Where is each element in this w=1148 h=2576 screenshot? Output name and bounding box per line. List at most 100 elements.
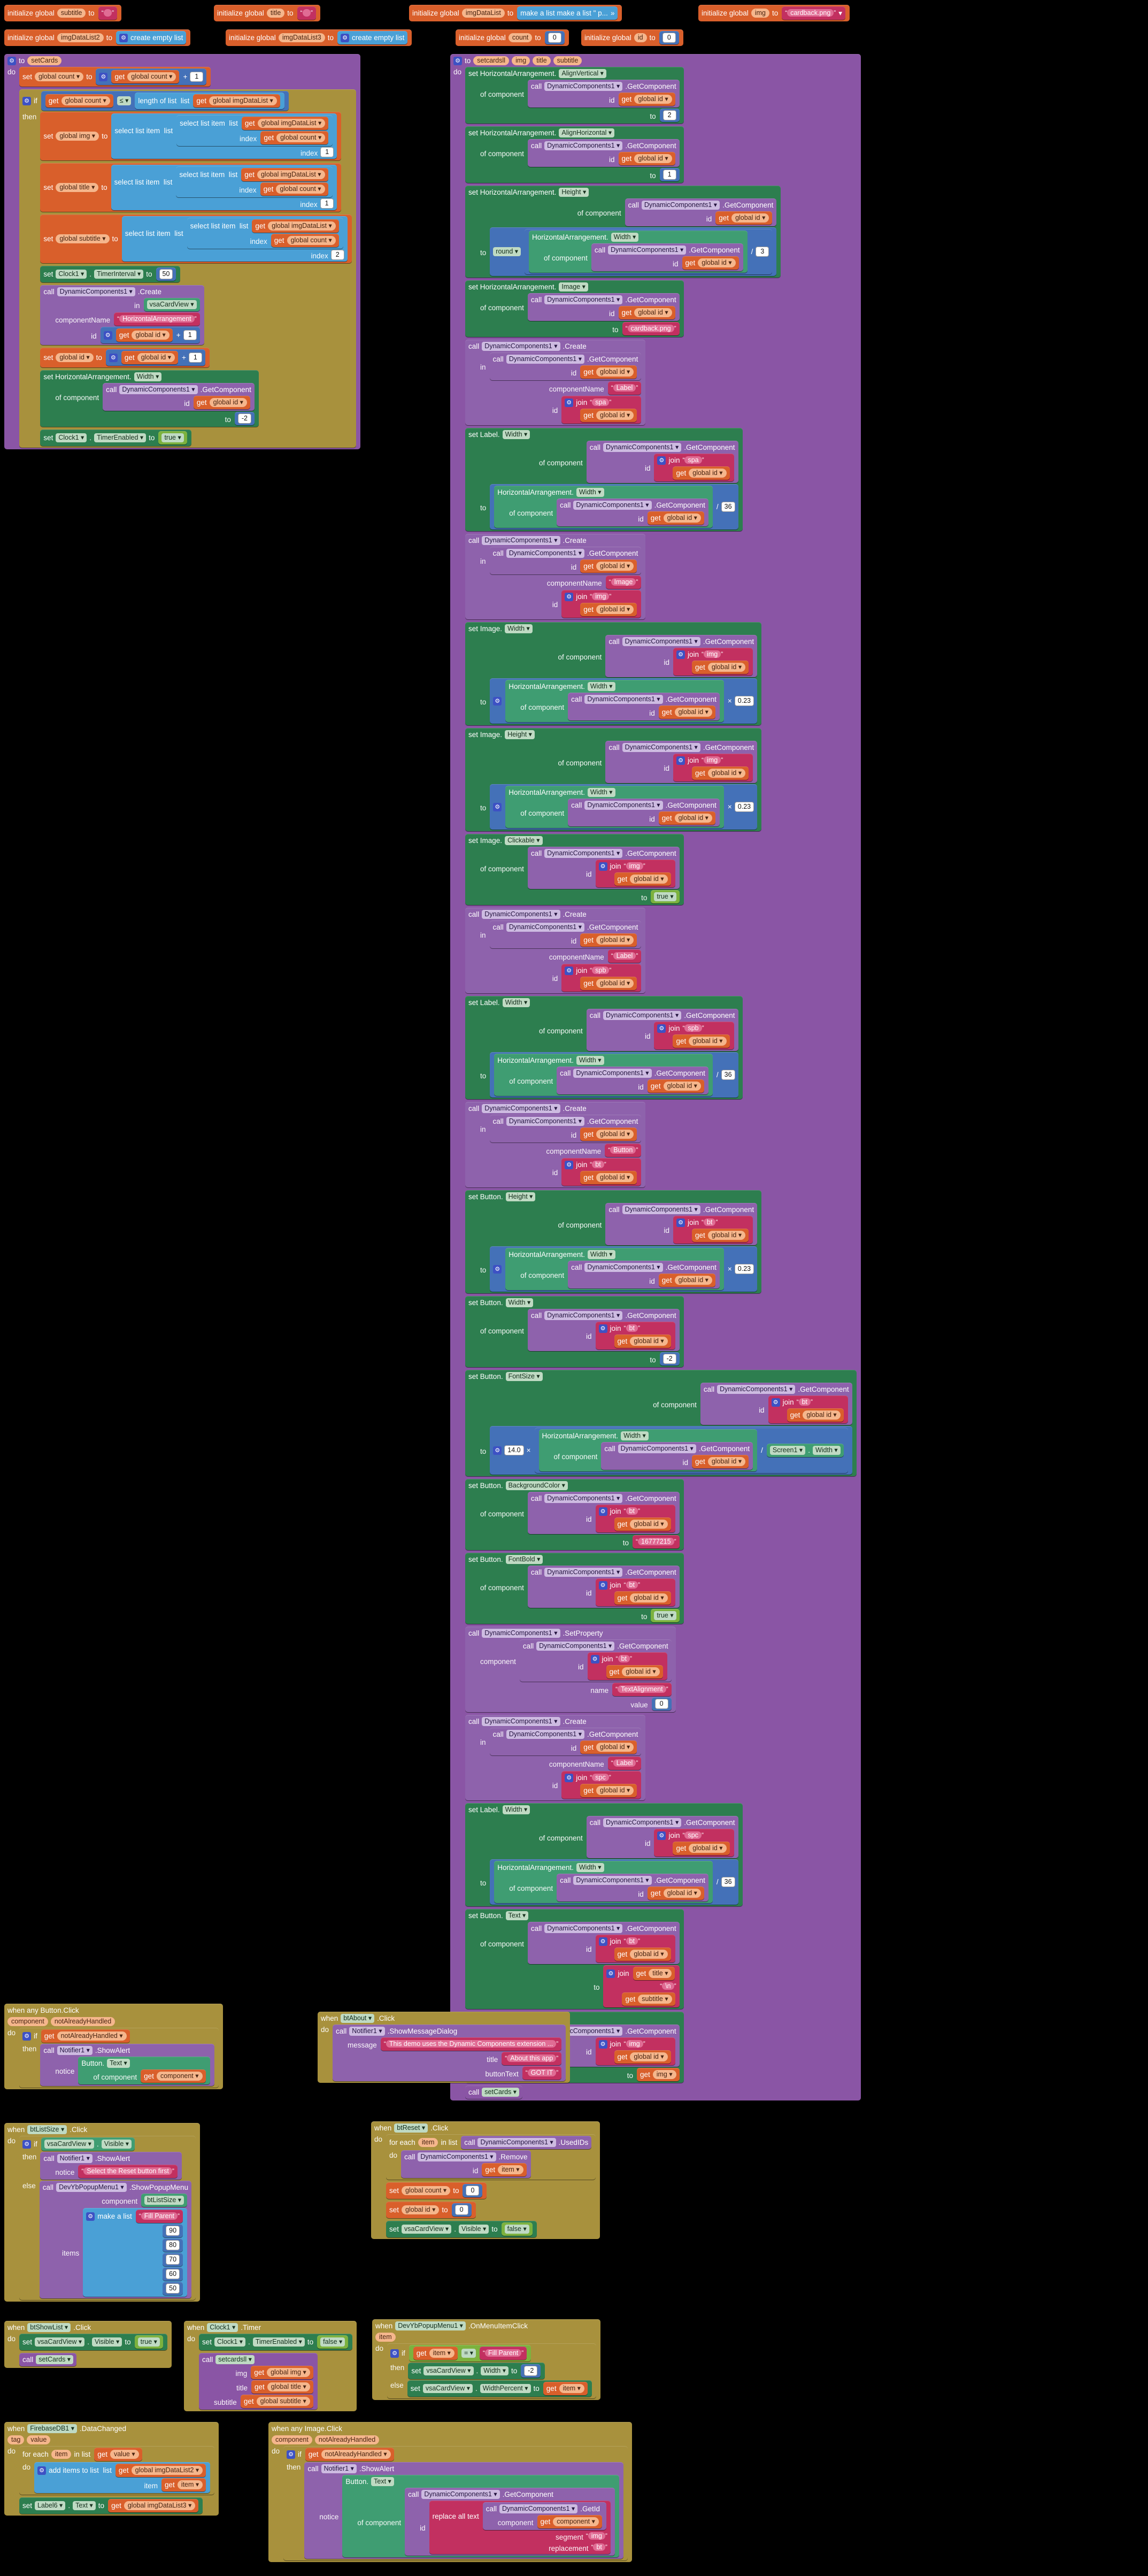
dropdown[interactable]: BackgroundColor ▾ <box>505 1481 568 1490</box>
block[interactable]: when btListSize ▾ .Click do ⚙ if vsaCardView ▾… <box>4 2123 201 2302</box>
block[interactable]: HorizontalArrangement. Width ▾ of componen… <box>505 786 724 828</box>
block[interactable]: get subtitle ▾ <box>622 1992 675 2006</box>
block[interactable]: get global id ▾ <box>580 409 637 422</box>
block[interactable]: “Fill Parent” <box>480 2347 527 2360</box>
dropdown[interactable]: TimerEnabled ▾ <box>94 433 147 442</box>
mutator-gear-icon[interactable]: ⚙ <box>676 756 685 765</box>
block[interactable]: ⚙ create empty list <box>116 31 187 44</box>
block[interactable]: when btReset ▾ .Click do for each item in list… <box>371 2121 600 2239</box>
block[interactable]: ⚙ add items to list list get global imgData… <box>34 2462 211 2493</box>
block[interactable]: set Image. Clickable ▾ of component call Dyn… <box>465 834 684 905</box>
block[interactable]: length of list list get global imgDataList… <box>135 93 284 109</box>
dropdown[interactable]: Width ▾ <box>505 624 533 633</box>
block[interactable]: ⚙ get global id ▾ +1 <box>105 349 205 366</box>
field-chip[interactable]: notAlreadyHandled ▾ <box>57 2031 127 2041</box>
mutator-gear-icon[interactable]: ⚙ <box>37 2466 47 2475</box>
block[interactable]: when Clock1 ▾ .Timer do set Clock1 ▾. TimerEna… <box>184 2321 357 2411</box>
field-chip[interactable]: item ▾ <box>429 2349 454 2358</box>
value-field[interactable]: 1 <box>662 170 676 180</box>
block[interactable]: HorizontalArrangement. Width ▾ of componen… <box>505 680 724 722</box>
component-dropdown[interactable]: DynamicComponents1 ▾ <box>482 536 560 545</box>
block[interactable]: call DynamicComponents1 ▾ .GetComponent id g… <box>489 1115 642 1143</box>
block[interactable]: set vsaCardView ▾. WidthPercent ▾ to get item… <box>407 2380 592 2397</box>
block[interactable]: call Notifier1 ▾ .ShowMessageDialog message… <box>333 2025 566 2081</box>
block[interactable]: set Button. Width ▾ of component call Dynami… <box>465 1296 684 1367</box>
string-field[interactable]: “bt” <box>796 1398 813 1406</box>
block[interactable]: HorizontalArrangement. Width ▾ of componen… <box>505 1248 724 1290</box>
block[interactable]: HorizontalArrangement. Width ▾ of componen… <box>490 1052 738 1098</box>
block[interactable]: when btShowList ▾ .Click do set vsaCardView ▾… <box>4 2321 172 2368</box>
block[interactable]: ⚙ if get global count ▾ ≤ ▾ length of list li… <box>19 89 356 448</box>
component-dropdown[interactable]: DynamicComponents1 ▾ <box>544 295 623 304</box>
field-chip[interactable]: global id ▾ <box>622 1667 660 1676</box>
block[interactable]: ⚙ if get notAlreadyHandled ▾ then call Notifie… <box>283 2446 628 2560</box>
field-chip[interactable]: global id ▾ <box>630 1950 668 1959</box>
field-chip[interactable]: global id ▾ <box>731 213 769 223</box>
block[interactable]: call DynamicComponents1 ▾ .Create in call Dyn… <box>465 908 646 993</box>
block[interactable]: ⚙ join “bt” get global id ▾ <box>768 1396 848 1423</box>
string-field[interactable]: “Label” <box>611 384 638 392</box>
block[interactable]: true ▾ <box>651 1609 680 1622</box>
block[interactable]: get component ▾ <box>141 2069 206 2083</box>
block[interactable]: 50 <box>156 267 176 281</box>
field-chip[interactable]: global count ▾ <box>287 236 336 245</box>
block[interactable]: call DynamicComponents1 ▾ .GetComponent id g… <box>527 139 680 167</box>
event-clock1-timer[interactable]: when Clock1 ▾ .Timer do set Clock1 ▾. TimerEna… <box>183 2320 358 2412</box>
event-btabout-click[interactable]: when btAbout ▾ .Click do call Notifier1 ▾ .Sho… <box>317 2011 571 2083</box>
block[interactable]: initialize global count to 0 <box>456 29 569 46</box>
component-dropdown[interactable]: DevYbPopupMenu1 ▾ <box>56 2183 127 2192</box>
dropdown[interactable]: Width ▾ <box>812 1446 841 1455</box>
block[interactable]: set Label. Width ▾ of component call Dynamic… <box>465 428 743 531</box>
init-global-img[interactable]: initialize global img to “cardback.png” ▾ <box>697 4 851 22</box>
block[interactable]: call DynamicComponents1 ▾ .Create in vsaCard… <box>40 285 204 345</box>
component-dropdown[interactable]: DynamicComponents1 ▾ <box>622 743 700 752</box>
dropdown[interactable]: btAbout ▾ <box>341 2014 375 2023</box>
block[interactable]: ⚙ join “img” get global id ▾ <box>673 754 753 781</box>
value-field[interactable]: 2 <box>330 250 344 260</box>
block[interactable]: call DynamicComponents1 ▾ .GetComponent id g… <box>568 693 720 720</box>
component-dropdown[interactable]: DynamicComponents1 ▾ <box>482 1104 560 1113</box>
block[interactable]: ⚙ create empty list <box>337 31 408 44</box>
value-field[interactable]: 0.23 <box>734 1264 754 1274</box>
field-chip[interactable]: item ▾ <box>177 2480 203 2489</box>
mutator-gear-icon[interactable]: ⚙ <box>119 33 128 42</box>
field-chip[interactable]: global id ▾ <box>137 353 175 362</box>
component-dropdown[interactable]: DynamicComponents1 ▾ <box>482 910 560 919</box>
block[interactable]: call DynamicComponents1 ▾ .GetComponent id g… <box>568 799 720 826</box>
block[interactable]: get notAlreadyHandled ▾ <box>305 2448 394 2461</box>
field-chip[interactable]: imgDataList2 <box>57 33 104 42</box>
field-chip[interactable]: global id ▾ <box>596 1743 634 1752</box>
block[interactable]: set global count ▾ to ⚙ get global count ▾ +1 <box>19 67 211 87</box>
string-field[interactable]: “cardback.png” <box>625 325 676 332</box>
dropdown[interactable]: btListSize ▾ <box>144 2196 184 2205</box>
field-chip[interactable]: global id ▾ <box>209 398 247 407</box>
field-chip[interactable]: subtitle <box>553 56 582 65</box>
dropdown[interactable]: Visible ▾ <box>458 2225 489 2234</box>
dropdown[interactable]: false ▾ <box>320 2337 345 2347</box>
field-chip[interactable]: global id ▾ <box>596 605 634 614</box>
mutator-gear-icon[interactable]: ⚙ <box>99 72 108 81</box>
block[interactable]: get global id ▾ <box>715 211 773 225</box>
block[interactable]: ⚙ join get title ▾ “\n” get subtitle ▾ <box>603 1965 680 2007</box>
block[interactable]: when any Image.Click component notAlreadyH… <box>268 2422 632 2562</box>
value-field[interactable]: 1 <box>183 330 197 340</box>
block[interactable]: ⚙ to setCards do set global count ▾ to ⚙ get glob… <box>4 54 360 449</box>
dropdown[interactable]: true ▾ <box>654 1611 676 1620</box>
value-field[interactable]: -2 <box>662 1354 676 1364</box>
string-field[interactable]: “About this app” <box>505 2054 559 2062</box>
block[interactable]: get global id ▾ <box>580 1171 637 1184</box>
dropdown[interactable]: Width ▾ <box>576 1863 604 1872</box>
component-dropdown[interactable]: DynamicComponents1 ▾ <box>544 849 623 858</box>
component-dropdown[interactable]: DynamicComponents1 ▾ <box>506 355 585 364</box>
string-field[interactable]: “img” <box>702 650 723 658</box>
block[interactable]: set Label6 ▾. Text ▾ to get global imgDataLis… <box>19 2497 203 2514</box>
field-chip[interactable]: global id ▾ <box>689 1037 727 1046</box>
block[interactable]: call DynamicComponents1 ▾ .Create in call Dyn… <box>465 534 646 619</box>
dropdown[interactable]: Width ▾ <box>502 1805 530 1814</box>
block[interactable]: ⚙ join “img” get global id ▾ <box>595 2037 675 2065</box>
component-dropdown[interactable]: DynamicComponents1 ▾ <box>506 923 585 932</box>
init-global-id[interactable]: initialize global id to 0 <box>580 29 684 47</box>
dropdown[interactable]: Clock1 ▾ <box>207 2323 238 2332</box>
field-chip[interactable]: subtitle <box>57 9 86 18</box>
